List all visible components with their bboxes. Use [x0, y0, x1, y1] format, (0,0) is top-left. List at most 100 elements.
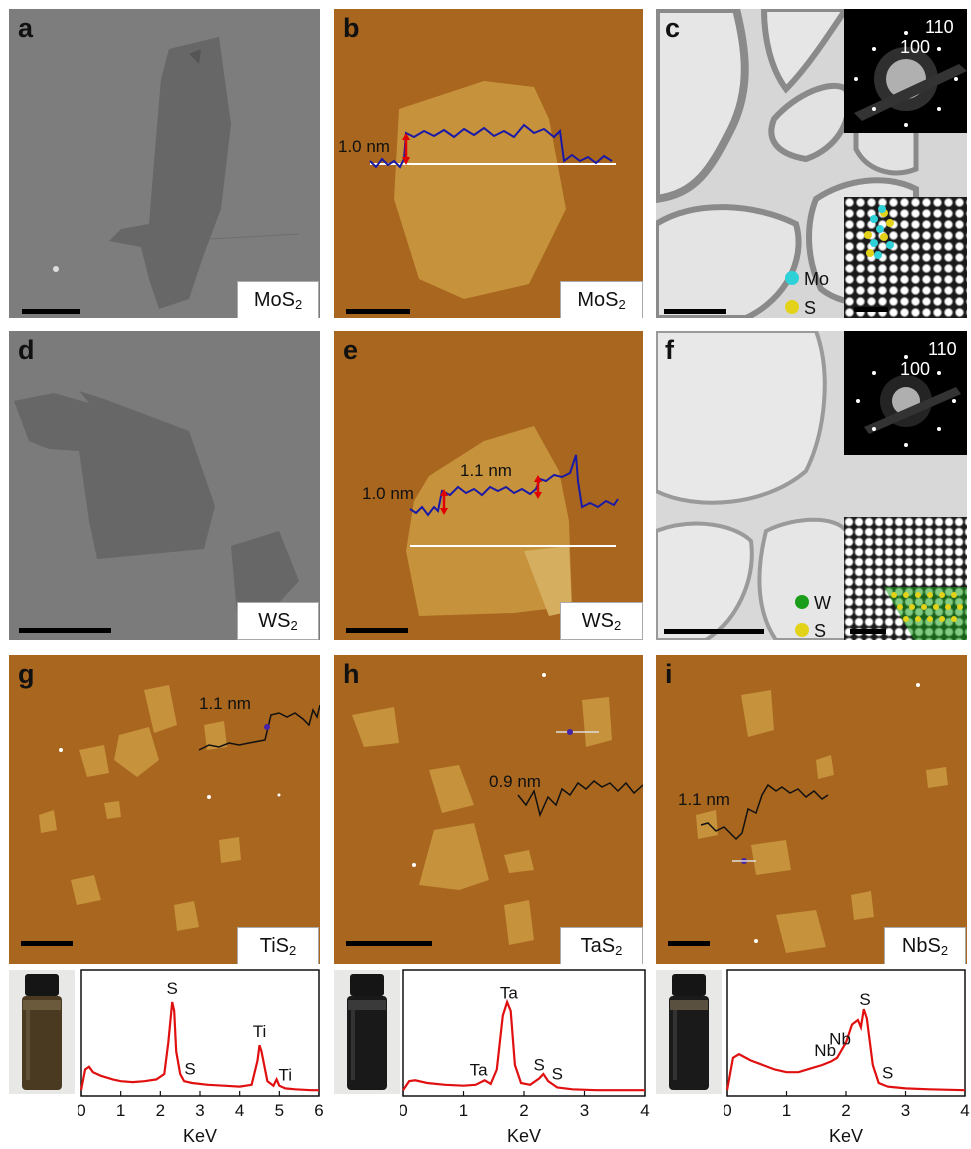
panel-label-g: g — [18, 659, 35, 689]
height-profile — [517, 780, 643, 818]
material-text: TaS — [580, 935, 616, 957]
saed-label-100: 100 — [900, 37, 930, 57]
legend-dot-s — [785, 300, 799, 314]
panel-label-b: b — [343, 13, 360, 43]
peak-label: S — [859, 990, 870, 1009]
panel-g: 1.1 nm g TiS2 — [9, 655, 320, 964]
scale-bar — [668, 941, 710, 946]
panel-h: 0.9 nm h TaS2 — [334, 655, 643, 964]
x-tick-label: 2 — [156, 1101, 165, 1120]
peak-label: Ta — [500, 984, 519, 1003]
material-subscript: 2 — [618, 297, 626, 312]
x-tick-label: 2 — [519, 1101, 528, 1120]
material-subscript: 2 — [615, 943, 623, 958]
material-label-i: NbS2 — [884, 927, 966, 964]
panel-e: 1.0 nm 1.1 nm e WS2 — [334, 331, 643, 640]
material-label-g: TiS2 — [237, 927, 319, 964]
x-tick-label: 0 — [78, 1101, 86, 1120]
height-label-i: 1.1 nm — [678, 790, 730, 809]
peak-label: S — [882, 1064, 893, 1083]
saed-label-110: 110 — [925, 17, 954, 37]
scale-bar — [19, 628, 111, 633]
scale-bar — [22, 309, 80, 314]
saed-inset-f: 110 100 — [844, 331, 967, 455]
eds-spectrum-tas2: 0 1 2 3 4 Ta Ta S S KeV — [400, 969, 650, 1146]
sem-image-a — [53, 37, 300, 309]
afm-image-i: 1.1 nm — [678, 683, 948, 953]
panel-label-a: a — [18, 13, 34, 43]
material-subscript: 2 — [294, 297, 303, 312]
legend-label-w: W — [814, 593, 831, 613]
material-text: WS — [581, 610, 614, 632]
legend-dot-w — [795, 595, 809, 609]
vial — [347, 974, 387, 1090]
legend-dot-s — [795, 623, 809, 637]
material-subscript: 2 — [940, 943, 949, 958]
material-subscript: 2 — [613, 618, 622, 633]
hrtem-inset-f — [844, 517, 967, 640]
x-tick-label: 5 — [275, 1101, 284, 1120]
sem-image-d — [14, 391, 299, 619]
x-axis-title: KeV — [183, 1126, 217, 1146]
material-label-e: WS2 — [560, 602, 643, 640]
panel-label-e: e — [343, 335, 359, 365]
atom-overlay — [854, 205, 894, 312]
vial — [669, 974, 709, 1090]
panel-label-i: i — [665, 659, 673, 689]
scale-bar — [21, 941, 73, 946]
panel-b: 1.0 nm b MoS2 — [334, 9, 643, 318]
vial-photo-tas2 — [334, 970, 400, 1094]
eds-spectrum-tis2: 0 1 2 3 4 5 6 S S Ti Ti KeV — [78, 969, 324, 1146]
peak-label: Nb — [829, 1030, 851, 1049]
spectrum-line — [402, 998, 645, 1092]
x-tick-label: 3 — [901, 1101, 910, 1120]
peak-label: S — [552, 1065, 563, 1084]
plot-frame — [726, 969, 966, 1097]
vial — [22, 974, 62, 1090]
scale-bar — [346, 309, 410, 314]
saed-inset-c: 110 100 — [844, 9, 967, 133]
x-tick-label: 1 — [782, 1101, 791, 1120]
material-label-d: WS2 — [237, 602, 319, 640]
material-text: MoS — [253, 289, 295, 311]
panel-label-h: h — [343, 659, 360, 689]
height-profile — [369, 123, 613, 169]
afm-image-g: 1.1 nm — [39, 685, 320, 931]
peak-label: Ta — [470, 1060, 489, 1079]
height-profile — [198, 704, 320, 751]
panel-label-f: f — [665, 335, 674, 365]
x-tick-label: 3 — [580, 1101, 589, 1120]
spectrum-line — [725, 1008, 966, 1092]
hrtem-inset-c — [844, 197, 967, 318]
height-profile — [409, 454, 619, 517]
x-tick-label: 4 — [960, 1101, 969, 1120]
peak-label: Nb — [814, 1041, 836, 1060]
panel-label-d: d — [18, 335, 35, 365]
material-text: MoS — [577, 289, 619, 311]
height-label-g: 1.1 nm — [199, 694, 251, 713]
peak-label: S — [167, 979, 178, 998]
height-label-h: 0.9 nm — [489, 772, 541, 791]
height-profile — [700, 783, 829, 841]
plot-frame — [402, 969, 646, 1097]
scale-bar — [664, 309, 726, 314]
material-text: TiS — [259, 935, 290, 957]
height-label-b: 1.0 nm — [338, 137, 390, 156]
x-tick-label: 2 — [841, 1101, 850, 1120]
x-tick-label: 4 — [235, 1101, 244, 1120]
legend-label-mo: Mo — [804, 269, 829, 289]
x-axis-title: KeV — [507, 1126, 541, 1146]
material-label-h: TaS2 — [560, 927, 643, 964]
panel-label-c: c — [665, 13, 681, 43]
vial-photo-tis2 — [9, 970, 75, 1094]
x-tick-label: 0 — [400, 1101, 408, 1120]
tem-image-f: W S — [656, 331, 848, 640]
saed-label-110: 110 — [928, 339, 957, 359]
vial-photo-nbs2 — [656, 970, 722, 1094]
panel-i: 1.1 nm i NbS2 — [656, 655, 967, 964]
diffraction-pattern: 110 100 — [856, 339, 961, 447]
legend-dot-mo — [785, 271, 799, 285]
peak-label: Ti — [279, 1065, 293, 1084]
panel-a: a MoS2 — [9, 9, 320, 318]
